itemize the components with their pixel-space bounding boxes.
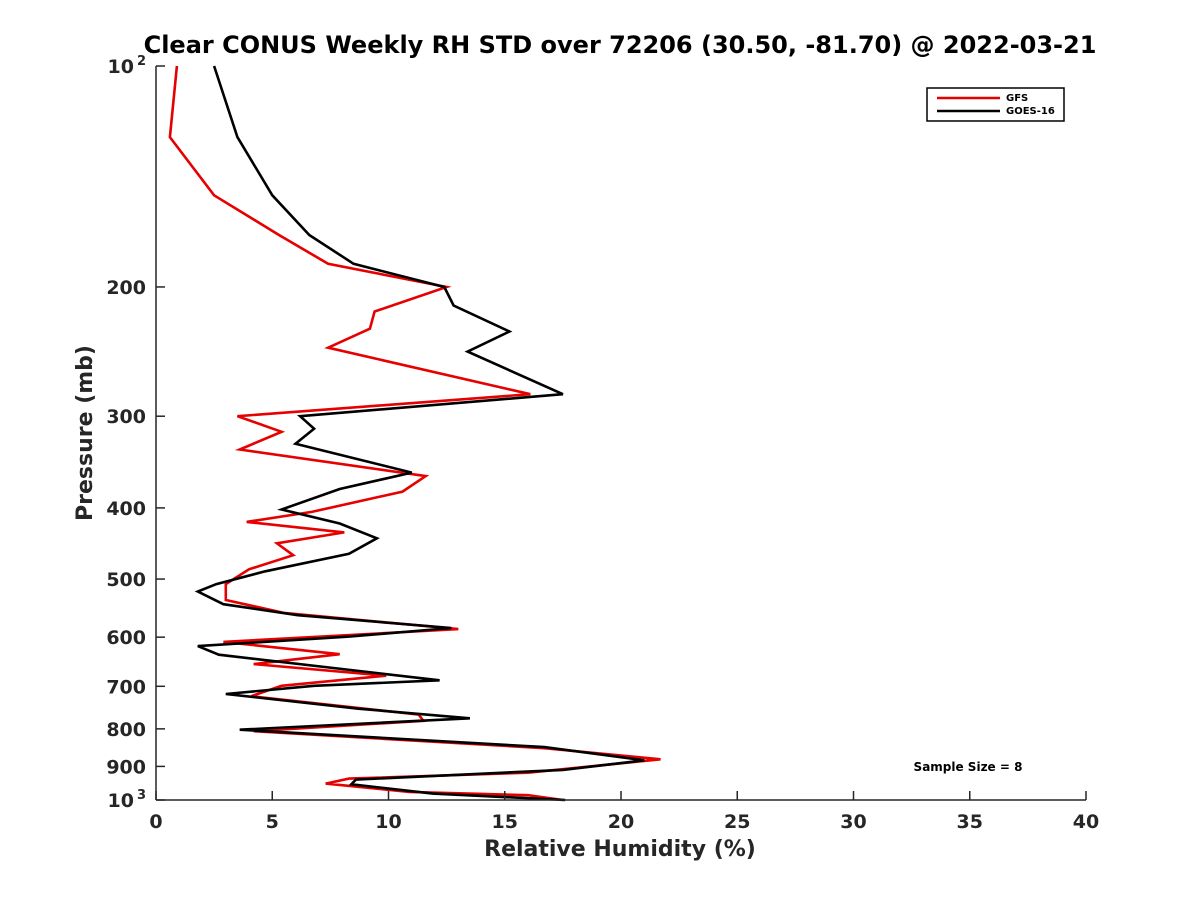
- x-tick-label: 40: [1073, 811, 1099, 833]
- y-tick-exponent: 2: [137, 54, 146, 69]
- x-axis-label: Relative Humidity (%): [484, 837, 756, 862]
- chart-title: Clear CONUS Weekly RH STD over 72206 (30…: [144, 31, 1097, 59]
- y-tick-label: 200: [106, 277, 146, 299]
- legend-box: [926, 87, 1065, 122]
- y-tick-label: 800: [106, 719, 146, 741]
- y-tick-exponent: 3: [137, 788, 146, 803]
- series-line-gfs: [168, 65, 661, 802]
- y-tick-label: 700: [106, 676, 146, 698]
- y-tick-label: 600: [106, 627, 146, 649]
- x-tick-label: 10: [375, 811, 401, 833]
- y-tick-label: 500: [106, 569, 146, 591]
- x-tick-label: 35: [957, 811, 983, 833]
- x-tick-label: 15: [492, 811, 518, 833]
- legend-label-gfs: GFS: [1006, 93, 1028, 104]
- y-tick-label: 900: [106, 756, 146, 778]
- x-tick-label: 25: [724, 811, 750, 833]
- x-tick-label: 0: [149, 811, 162, 833]
- y-tick-label: 10: [108, 790, 134, 812]
- y-axis-label: Pressure (mb): [73, 345, 98, 521]
- sample-size-annotation: Sample Size = 8: [914, 760, 1023, 774]
- legend-label-goes-16: GOES-16: [1006, 106, 1055, 117]
- y-tick-label: 300: [106, 406, 146, 428]
- series-line-goes-16: [194, 65, 645, 802]
- x-tick-label: 5: [266, 811, 279, 833]
- x-tick-label: 30: [840, 811, 866, 833]
- legend: GFS GOES-16: [926, 87, 1065, 122]
- y-tick-label: 10: [108, 56, 134, 78]
- x-tick-label: 20: [608, 811, 634, 833]
- y-tick-label: 400: [106, 498, 146, 520]
